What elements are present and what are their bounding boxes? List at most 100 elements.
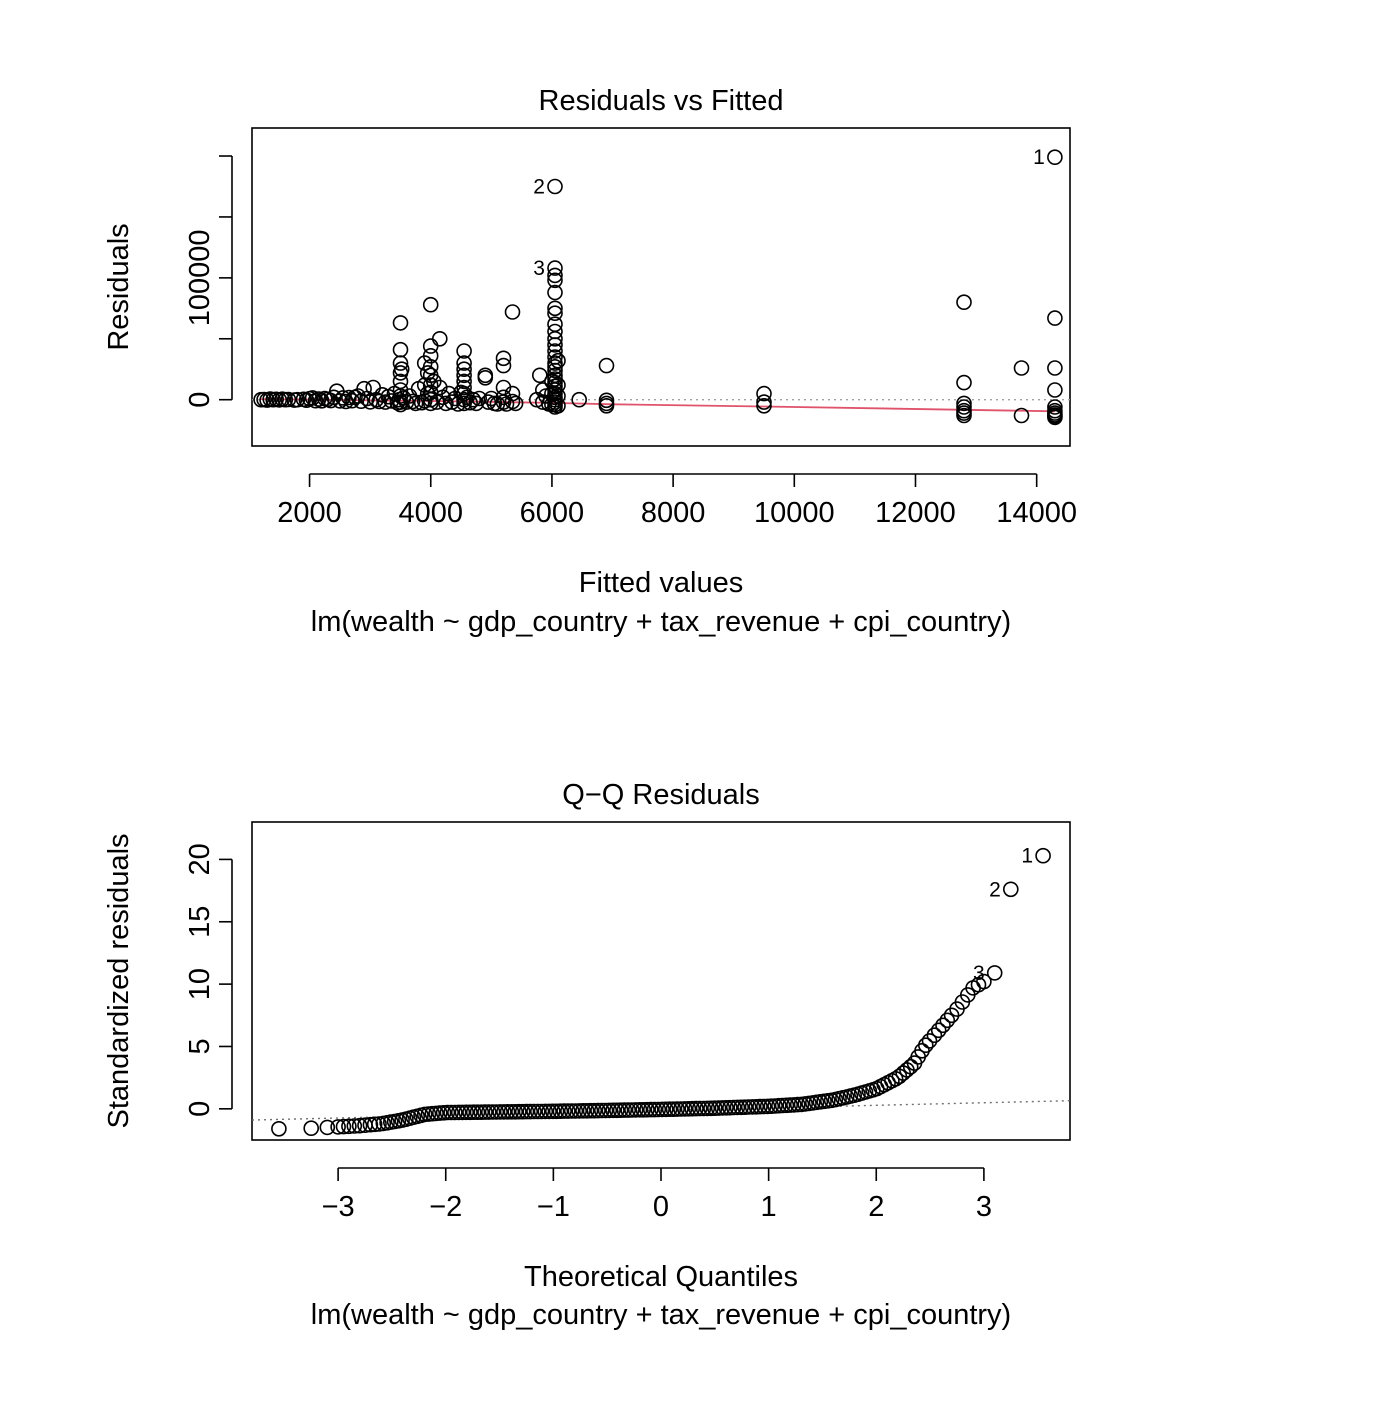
data-point [935,1017,951,1034]
data-point [986,965,1003,981]
data-point [289,391,306,408]
data-point [571,1103,588,1119]
data-point [631,1102,648,1118]
data-point [310,391,327,407]
data-point [547,178,563,195]
data-point [627,1102,644,1118]
residuals-vs-fitted-panel: Residuals vs Fitted Fitted values lm(wea… [103,85,1077,638]
data-point [635,1102,652,1118]
data-point [392,315,409,331]
data-point [488,1104,505,1120]
data-point [404,393,421,410]
data-point [529,1103,546,1120]
data-point [450,1104,467,1121]
data-point [976,973,992,990]
x-axis-label: Theoretical Quantiles [524,1261,798,1293]
model-formula-label: lm(wealth ~ gdp_country + tax_revenue + … [311,1299,1011,1331]
data-point [590,1102,606,1119]
x-tick-label: −2 [429,1191,462,1223]
data-point [1047,149,1063,165]
data-point [335,390,351,406]
data-point [740,1099,757,1115]
point-label: 3 [533,257,545,280]
data-point [492,1104,508,1120]
x-tick-label: 2 [868,1191,884,1223]
x-tick-label: 2000 [277,497,342,529]
x-tick-label: 4000 [398,497,463,529]
data-point [733,1099,750,1116]
data-point [547,343,563,359]
data-point [673,1101,689,1117]
data-point [547,330,563,347]
data-points [253,149,1063,426]
y-axis: 0 100000 [184,155,233,408]
data-point [422,395,439,412]
data-point [362,1116,379,1133]
data-point [956,294,972,311]
data-point [303,1120,320,1136]
data-point [484,1104,501,1120]
data-point [725,1099,742,1116]
data-point [597,1102,614,1119]
data-point [1047,382,1063,398]
data-point [657,1101,674,1118]
data-point [620,1102,637,1118]
y-tick-label: 15 [184,906,216,938]
data-point [939,1012,956,1029]
data-point [422,358,439,375]
data-point [756,385,772,402]
data-point [575,1103,591,1119]
x-tick-label: 3 [976,1191,992,1223]
data-point [714,1100,731,1116]
data-point [330,1119,346,1135]
x-tick-label: 14000 [996,497,1077,529]
data-point [522,1103,539,1120]
data-point [443,1104,459,1121]
data-point [407,395,424,412]
data-point [560,1103,576,1119]
data-point [456,361,472,378]
data-points [271,847,1051,1137]
data-point [537,1103,554,1120]
data-point [646,1101,663,1118]
data-point [582,1102,599,1119]
x-tick-label: 8000 [641,497,706,529]
data-point [706,1100,723,1116]
data-point [504,304,521,320]
data-point [650,1101,667,1118]
data-point [393,361,410,378]
data-point [1047,310,1063,326]
data-point [639,1101,655,1118]
data-point [499,1104,516,1120]
y-tick-label: 0 [184,1101,216,1117]
data-point [654,1101,670,1118]
data-point [616,1102,633,1118]
data-point [752,1098,768,1115]
data-point [438,395,454,412]
data-point [458,1104,475,1121]
x-tick-label: 12000 [875,497,956,529]
data-point [383,393,400,409]
data-point [319,1119,336,1136]
qq-residuals-panel: Q−Q Residuals Theoretical Quantiles lm(w… [103,779,1071,1331]
data-point [313,392,330,409]
data-point [1013,360,1030,376]
data-point [462,394,478,411]
data-point [680,1101,697,1117]
x-axis: −3 −2 −1 0 1 2 3 [322,1167,992,1223]
data-point [684,1100,701,1117]
data-point [578,1103,595,1119]
data-point [703,1100,719,1117]
data-point [547,267,563,284]
data-point [454,1104,471,1121]
data-point [439,1104,456,1121]
data-point [341,1118,357,1135]
data-point [422,347,439,364]
data-point [586,1102,603,1119]
data-point [503,1104,520,1120]
plot-frame [251,127,1071,447]
data-point [447,1104,463,1121]
data-point [507,1104,524,1120]
y-tick-label: 20 [184,843,216,875]
point-labels: 12 3 [973,845,1033,985]
